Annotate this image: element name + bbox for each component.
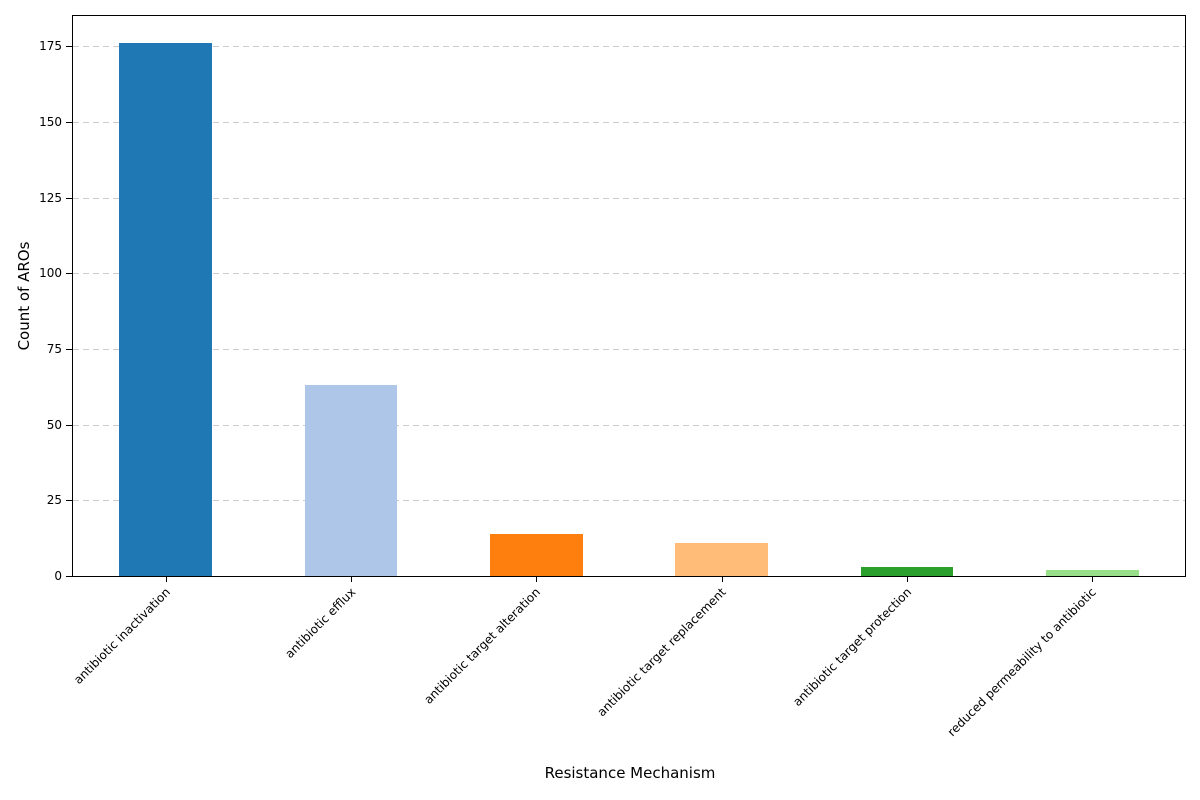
bar-2 — [490, 533, 583, 576]
gridline-y-100 — [73, 273, 1185, 275]
bar-0 — [119, 43, 212, 576]
x-tick-label-2: antibiotic target alteration — [421, 585, 544, 707]
y-tick-label-125: 125 — [39, 190, 62, 205]
x-tick-3 — [721, 577, 723, 582]
x-tick-4 — [907, 577, 908, 582]
y-tick-label-100: 100 — [39, 266, 62, 281]
y-tick-100 — [66, 273, 72, 275]
gridline-y-125 — [73, 197, 1185, 199]
x-tick-0 — [165, 577, 167, 582]
y-tick-label-50: 50 — [46, 417, 62, 432]
y-tick-label-0: 0 — [54, 569, 62, 583]
x-tick-5 — [1092, 577, 1094, 582]
x-tick-2 — [536, 577, 538, 582]
y-tick-label-75: 75 — [46, 342, 62, 356]
y-tick-label-25: 25 — [46, 493, 62, 508]
bar-3 — [675, 542, 768, 576]
bar-5 — [1046, 569, 1139, 576]
x-tick-label-3: antibiotic target replacement — [594, 585, 729, 720]
y-tick-125 — [66, 197, 72, 199]
y-tick-label-150: 150 — [39, 114, 62, 129]
y-axis-title: Count of AROs — [15, 241, 33, 351]
bar-4 — [860, 566, 954, 576]
gridline-y-150 — [73, 121, 1185, 123]
y-tick-175 — [66, 46, 72, 48]
x-tick-label-4: antibiotic target protection — [789, 585, 914, 709]
x-tick-label-1: antibiotic efflux — [281, 585, 358, 661]
y-tick-25 — [66, 500, 72, 502]
gridline-y-50 — [73, 424, 1185, 426]
y-tick-75 — [66, 349, 72, 350]
plot-area — [72, 15, 1186, 577]
y-tick-50 — [66, 424, 72, 426]
x-tick-label-5: reduced permeability to antibiotic — [945, 585, 1100, 740]
x-tick-1 — [351, 577, 352, 582]
gridline-y-25 — [73, 500, 1185, 502]
gridline-y-75 — [73, 349, 1185, 350]
gridline-y-175 — [73, 46, 1185, 48]
y-tick-150 — [66, 121, 72, 123]
x-axis-title: Resistance Mechanism — [544, 764, 716, 782]
y-tick-label-175: 175 — [39, 39, 62, 54]
bar-1 — [304, 385, 398, 576]
y-tick-0 — [66, 576, 72, 577]
x-tick-label-0: antibiotic inactivation — [70, 585, 173, 687]
